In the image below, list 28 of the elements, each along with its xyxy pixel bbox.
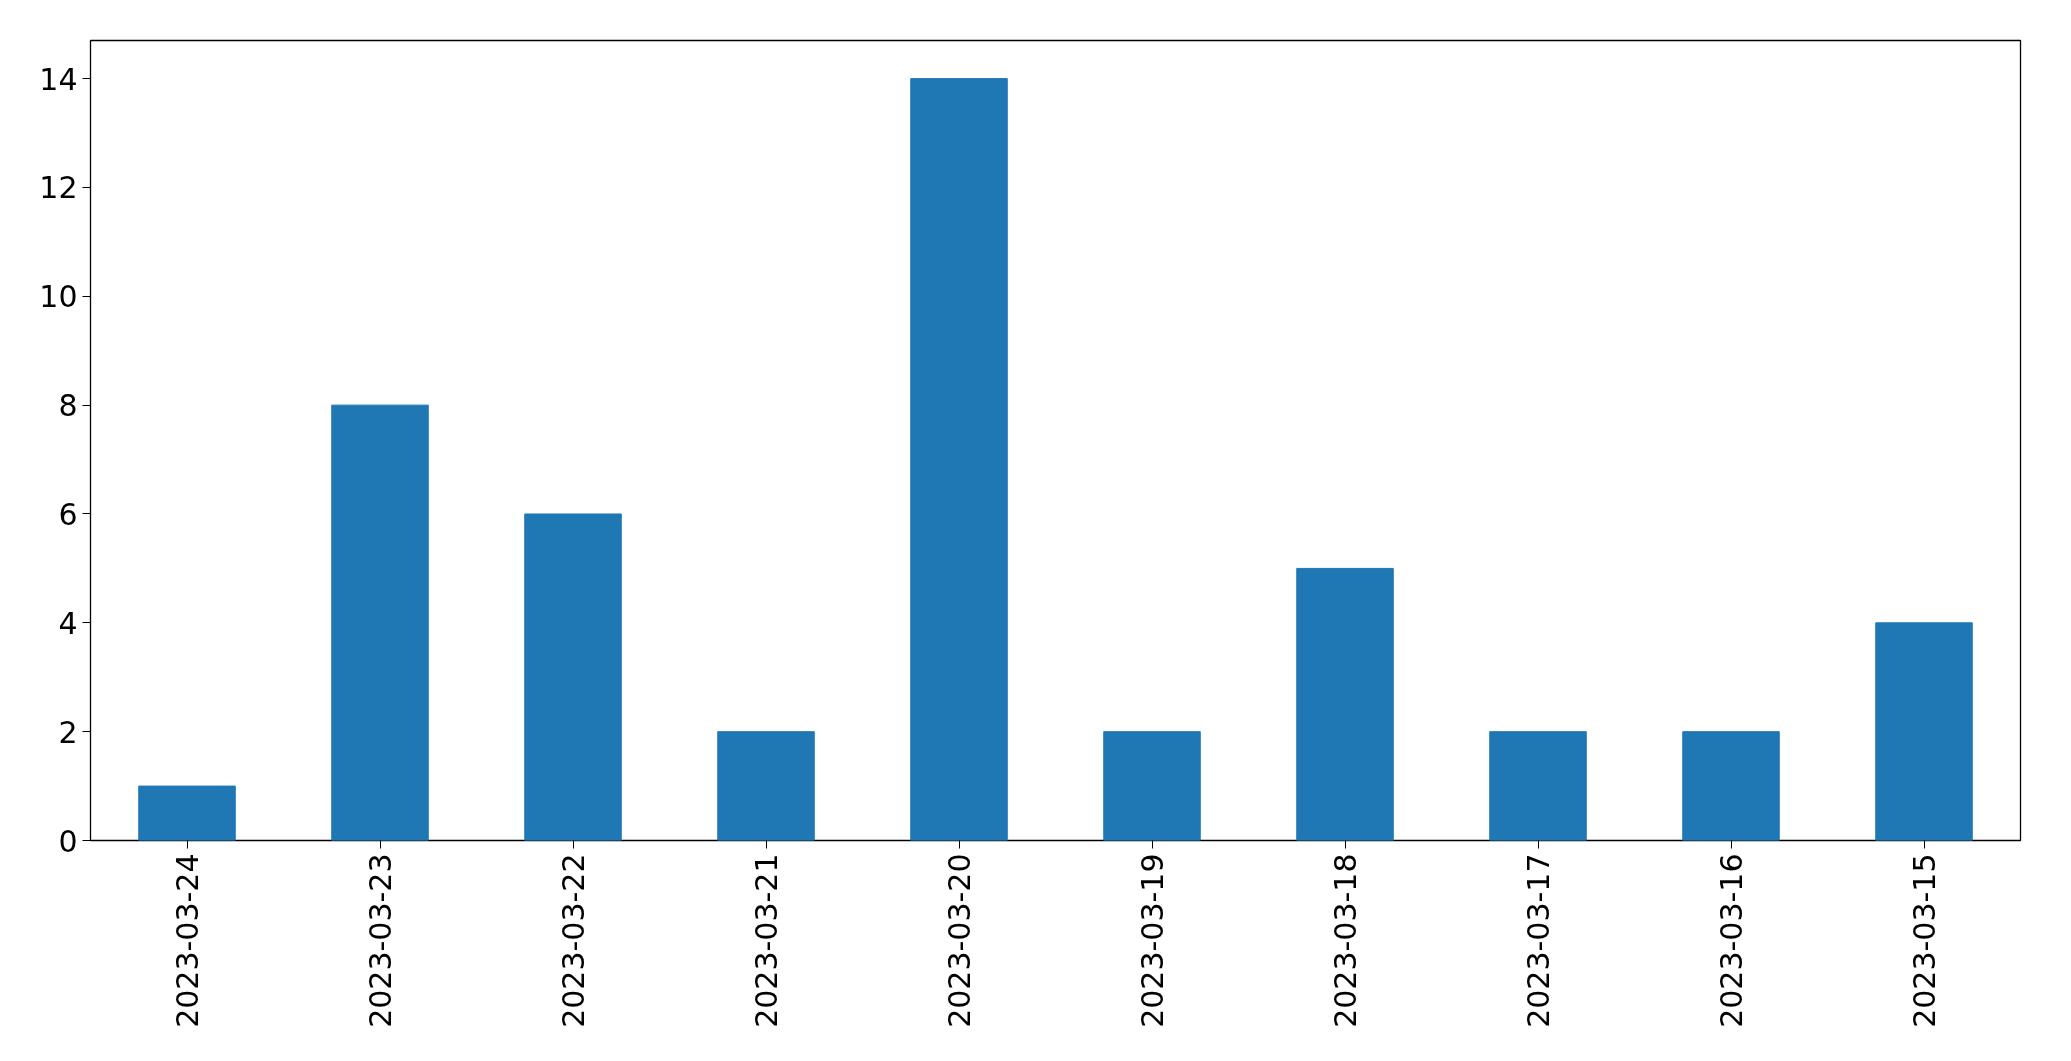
bar xyxy=(717,731,815,841)
bar xyxy=(1875,622,1973,841)
y-tick-label: 0 xyxy=(58,823,78,859)
bar xyxy=(1103,731,1201,841)
bar xyxy=(1489,731,1587,841)
x-tick-label: 2023-03-17 xyxy=(1521,853,1556,1028)
bar xyxy=(1682,731,1780,841)
x-tick-label: 2023-03-16 xyxy=(1714,853,1749,1028)
x-tick-label: 2023-03-22 xyxy=(556,853,591,1028)
y-tick-label: 4 xyxy=(58,605,78,641)
x-tick-label: 2023-03-18 xyxy=(1328,853,1363,1028)
bar xyxy=(524,513,622,841)
y-tick-label: 12 xyxy=(39,170,78,206)
x-tick-label: 2023-03-15 xyxy=(1907,853,1942,1028)
x-tick-label: 2023-03-21 xyxy=(749,853,784,1028)
x-tick-label: 2023-03-24 xyxy=(170,853,205,1028)
bar xyxy=(1296,567,1394,841)
y-tick-label: 2 xyxy=(58,714,78,750)
y-tick-label: 10 xyxy=(39,279,78,315)
x-tick-label: 2023-03-19 xyxy=(1135,853,1170,1028)
x-tick-label: 2023-03-23 xyxy=(363,853,398,1028)
x-tick-label: 2023-03-20 xyxy=(942,853,977,1028)
bar xyxy=(138,785,236,841)
y-tick-label: 14 xyxy=(39,61,78,97)
bar xyxy=(331,404,429,841)
y-tick-label: 8 xyxy=(58,388,78,424)
bar xyxy=(910,78,1008,841)
y-tick-label: 6 xyxy=(58,496,78,532)
